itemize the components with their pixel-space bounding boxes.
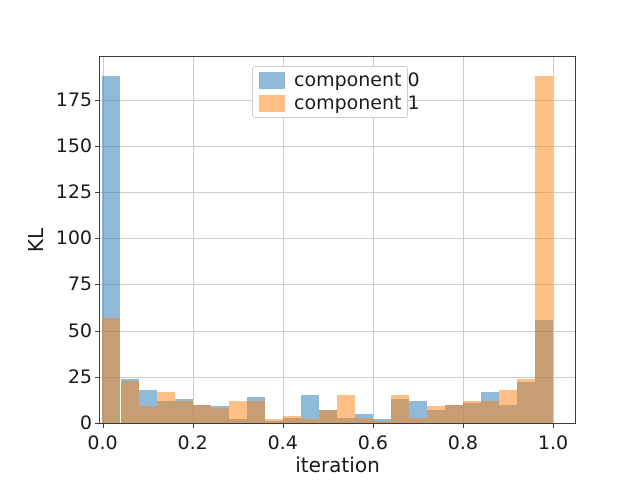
x-axis-label: iteration <box>295 453 380 477</box>
legend-entry: component 0 <box>259 70 420 91</box>
horizontal-gridline <box>100 284 575 286</box>
y-tick-mark <box>95 330 99 332</box>
histogram-bar-series1 <box>498 389 517 423</box>
histogram-bar-series1 <box>228 400 247 423</box>
histogram-bar-series0 <box>372 419 391 423</box>
legend-label: component 0 <box>294 69 420 91</box>
histogram-bar-series1 <box>210 408 229 423</box>
legend-label: component 1 <box>294 92 420 114</box>
y-tick-label: 50 <box>67 319 92 342</box>
histogram-bar-series1 <box>480 400 499 423</box>
histogram-bar-series1 <box>138 406 157 423</box>
vertical-gridline <box>553 57 554 423</box>
histogram-bar-series1 <box>192 404 211 423</box>
plot-area <box>100 57 575 423</box>
legend: component 0 component 1 <box>252 66 420 118</box>
y-tick-mark <box>95 284 99 286</box>
histogram-bar-series1 <box>156 391 175 423</box>
histogram-bar-series1 <box>336 395 355 423</box>
legend-entry: component 1 <box>259 93 420 114</box>
histogram-bar-series1 <box>426 406 445 423</box>
y-tick-mark <box>95 191 99 193</box>
histogram-bar-series1 <box>264 419 283 423</box>
y-tick-label: 0 <box>79 412 92 434</box>
x-tick-mark <box>192 424 194 428</box>
x-tick-mark <box>462 424 464 428</box>
y-tick-mark <box>95 423 99 424</box>
y-tick-mark <box>95 238 99 240</box>
histogram-bar-series0 <box>408 400 427 423</box>
y-tick-label: 25 <box>67 365 92 388</box>
y-tick-label: 175 <box>55 88 92 111</box>
histogram-bar-series1 <box>120 380 139 423</box>
x-tick-label: 0.8 <box>447 432 478 454</box>
x-tick-label: 0.0 <box>87 432 118 454</box>
horizontal-gridline <box>100 330 575 332</box>
vertical-gridline <box>192 57 194 423</box>
histogram-bar-series1 <box>300 419 319 423</box>
histogram-bar-series1 <box>372 421 391 423</box>
histogram-bar-series1 <box>390 395 409 423</box>
legend-swatch <box>259 95 285 112</box>
horizontal-gridline <box>100 145 575 147</box>
x-tick-label: 0.6 <box>357 432 388 454</box>
histogram-bar-series1 <box>102 317 121 423</box>
y-tick-label: 125 <box>55 180 92 203</box>
histogram-bar-series0 <box>300 395 319 423</box>
histogram-bar-series1 <box>444 404 463 423</box>
y-tick-label: 100 <box>55 227 92 250</box>
x-tick-mark <box>102 424 104 428</box>
x-tick-mark <box>282 424 284 428</box>
horizontal-gridline <box>100 191 575 193</box>
y-tick-mark <box>95 145 99 147</box>
x-tick-label: 0.2 <box>177 432 208 454</box>
histogram-bar-series1 <box>516 378 535 423</box>
histogram-bar-series1 <box>174 400 193 423</box>
y-tick-label: 75 <box>67 273 92 296</box>
horizontal-gridline <box>100 376 575 378</box>
x-tick-label: 1.0 <box>537 432 569 454</box>
histogram-bar-series1 <box>354 417 373 423</box>
vertical-gridline <box>462 57 464 423</box>
vertical-gridline <box>372 57 374 423</box>
histogram-bar-series1 <box>318 410 337 423</box>
x-tick-label: 0.4 <box>267 432 298 454</box>
legend-swatch <box>259 72 285 89</box>
histogram-bar-series1 <box>408 417 427 423</box>
histogram-bar-series1 <box>246 400 265 423</box>
x-tick-mark <box>372 424 374 428</box>
histogram-bar-series1 <box>534 75 553 423</box>
x-tick-mark <box>553 424 554 428</box>
y-tick-label: 150 <box>55 134 92 157</box>
y-axis-label: KL <box>24 227 48 253</box>
y-tick-mark <box>95 99 99 101</box>
horizontal-gridline <box>100 238 575 240</box>
histogram-bar-series1 <box>462 400 481 423</box>
vertical-gridline <box>282 57 284 423</box>
histogram-bar-series1 <box>282 415 301 423</box>
y-tick-mark <box>95 376 99 378</box>
